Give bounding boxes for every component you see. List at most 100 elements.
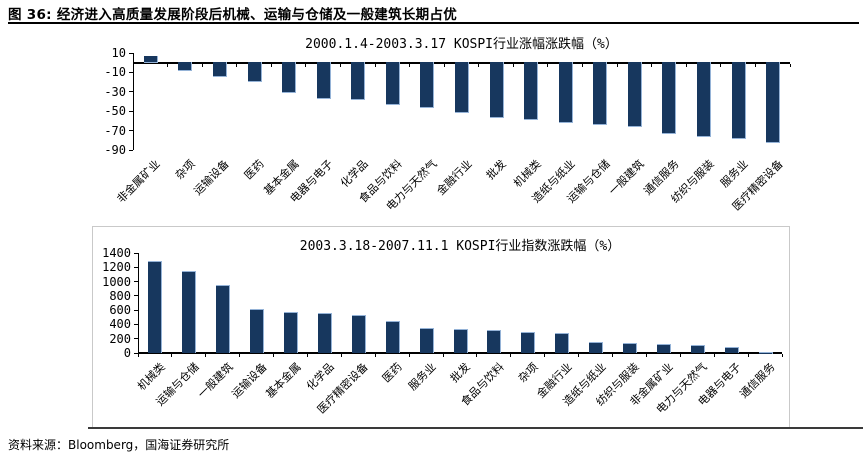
bar [766,61,781,144]
bar [148,260,163,353]
y-axis-tick [129,149,133,151]
x-axis-tick [239,354,241,357]
y-tick-label: 1400 [102,246,131,260]
chart1-title: 2000.1.4-2003.3.17 KOSPI行业涨幅涨跌幅（%） [305,37,618,52]
x-axis-tick [645,354,647,357]
y-axis-tick [134,309,138,311]
bar [627,61,642,127]
x-axis-tick [510,354,512,357]
bar [316,61,331,99]
bar [758,351,773,354]
source-note: 资料来源：Bloomberg，国海证券研究所 [8,438,230,452]
x-axis-tick [789,63,791,67]
x-axis-tick [270,63,272,67]
x-axis-tick [544,354,546,357]
y-axis-tick [134,266,138,268]
x-axis [138,352,782,354]
x-axis-tick [409,63,411,67]
x-axis-tick [679,354,681,357]
bar [662,61,677,135]
bar [589,342,604,353]
bar [487,330,502,353]
bar [247,61,262,83]
x-axis-tick [442,354,444,357]
y-tick-label: 1200 [102,260,131,275]
x-axis-tick [685,63,687,67]
y-axis-tick [129,91,133,93]
x-axis-tick [339,63,341,67]
x-axis-tick [408,354,410,357]
chart-kospi-2000-2003: 2000.1.4-2003.3.17 KOSPI行业涨幅涨跌幅（%） 10 -10… [88,28,792,226]
chart1-plot-area: 10 -10 -30 -50 -70 -90 非金属矿业 杂项 运输设备 医药 基本金属 电器与电子化… [104,46,791,213]
bar [524,61,539,120]
y-axis-tick [134,252,138,254]
y-axis-tick [134,338,138,340]
y-tick-label: -70 [104,123,126,138]
footer-divider [88,427,863,429]
bar [420,61,435,109]
x-axis-tick [616,63,618,67]
y-tick-label: 600 [109,303,131,318]
bar [385,320,400,353]
y-axis-tick [129,71,133,73]
y-tick-label: -10 [104,65,126,80]
x-axis-tick [137,354,139,357]
bar [731,61,746,140]
y-tick-label: 800 [109,288,131,303]
bar [351,61,366,101]
bar [690,344,705,353]
bar [521,331,536,353]
x-axis-tick [205,354,207,357]
x-axis-tick [201,63,203,67]
x-axis-tick [612,354,614,357]
bar [284,311,299,353]
chart2-title: 2003.3.18-2007.11.1 KOSPI行业指数涨跌幅（%） [299,239,621,254]
x-axis-tick [547,63,549,67]
y-tick-label: -30 [104,84,126,99]
bar [455,61,469,114]
bar [143,55,158,63]
x-axis-tick [720,63,722,67]
bar [351,315,366,353]
x-axis-tick [476,354,478,357]
bar [182,270,197,353]
y-axis-tick [129,110,133,112]
x-axis-tick [443,63,445,67]
bar [697,61,712,138]
x-axis-tick [374,354,376,357]
x-axis-tick [305,63,307,67]
y-axis-tick [134,352,138,354]
bar [593,61,608,125]
x-axis-tick [306,354,308,357]
y-axis [133,53,134,150]
bar [282,61,297,93]
y-axis-tick [134,281,138,283]
y-tick-label: -50 [104,104,126,119]
x-axis-tick [578,354,580,357]
x-axis-tick [651,63,653,67]
title-underline [8,22,859,24]
x-axis-tick [582,63,584,67]
bar [419,328,434,353]
chart2-plot-area: 1400 1200 1000 800 600 400 200 0 机械类 运输与仓储 一般建筑 运输设… [102,246,783,416]
x-axis-tick [781,354,783,357]
y-tick-label: -90 [104,143,126,157]
bar [250,309,265,353]
y-tick-label: 200 [109,331,131,346]
x-axis-tick [713,354,715,357]
figure-title: 图 36: 经济进入高质量发展阶段后机械、运输与仓储及一般建筑长期占优 [8,7,458,23]
y-tick-label: 0 [123,346,131,360]
x-axis-tick [374,63,376,67]
x-axis-tick [747,354,749,357]
y-axis-tick [129,130,133,132]
bar [558,61,573,123]
x-axis-tick [340,354,342,357]
x-axis-tick [478,63,480,67]
x-axis-tick [273,354,275,357]
bar [216,285,231,353]
x-axis-tick [512,63,514,67]
bar [489,61,504,118]
y-tick-label: 10 [111,46,126,60]
bar [385,61,400,106]
